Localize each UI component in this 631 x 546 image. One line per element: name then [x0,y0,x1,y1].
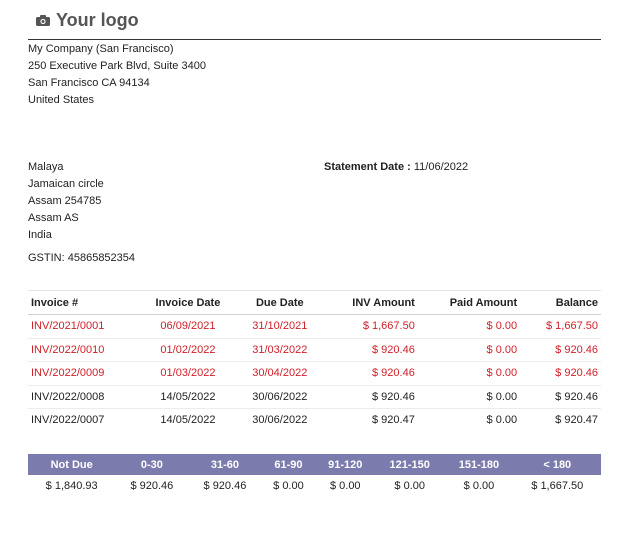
camera-icon [36,15,50,26]
cell-due-date: 30/04/2022 [237,361,323,386]
partner-street: Jamaican circle [28,178,104,190]
cell-invoice-date: 14/05/2022 [138,385,238,409]
aging-bucket-header: Not Due [28,454,116,475]
cell-balance: $ 1,667.50 [520,314,601,339]
cell-invoice-number: INV/2022/0008 [28,385,139,409]
cell-paid-amount: $ 0.00 [417,338,521,362]
partner-gstin: GSTIN: 45865852354 [28,252,136,264]
cell-inv-amount: $ 920.46 [322,338,418,362]
aging-bucket-header: 121-150 [375,454,445,475]
cell-inv-amount: $ 920.46 [322,361,418,386]
partner-city: Assam 254785 [28,195,102,207]
aging-bucket-value: $ 0.00 [463,480,495,492]
col-invoice-date: Invoice Date [138,290,238,315]
col-paid-amount: Paid Amount [417,290,521,315]
cell-balance: $ 920.46 [520,361,601,386]
aging-table: Not Due 0-30 31-60 61-90 91-120 121-150 151-18… [28,454,601,497]
cell-invoice-date: 14/05/2022 [160,414,216,427]
company-name: My Company (San Francisco) [28,43,174,55]
aging-header-row: Not Due 0-30 31-60 61-90 91-120 121-150 151-18… [28,454,601,475]
company-address: My Company (San Francisco) 250 Executive… [28,41,206,109]
company-country: United States [28,94,95,106]
cell-due-date: 31/03/2022 [237,338,323,362]
table-row: INV/2022/0008 14/05/2022 30/06/2022 $ 920.4… [28,385,601,409]
cell-balance: $ 920.46 [520,338,601,362]
aging-bucket-value: $ 0.00 [329,480,361,492]
cell-invoice-number: INV/2022/0010 [28,338,139,362]
cell-paid-amount: $ 0.00 [486,414,518,427]
invoice-table-header: Invoice # Invoice Date Due Date INV Amou… [28,290,601,315]
aging-bucket-value: $ 0.00 [273,480,304,492]
company-logo: Your logo [36,10,139,31]
col-invoice-number: Invoice # [28,290,139,315]
cell-due-date: 30/06/2022 [252,414,308,427]
aging-bucket-value: $ 920.46 [130,480,174,492]
company-city: San Francisco CA 94134 [28,77,150,89]
aging-bucket-header: 91-120 [315,454,376,475]
cell-balance: $ 920.47 [555,414,598,427]
statement-date: Statement Date : 11/06/2022 [324,159,468,176]
aging-bucket-header: 31-60 [188,454,262,475]
table-row: INV/2021/0001 06/09/2021 31/10/2021 $ 1,667… [28,314,601,339]
statement-date-label: Statement Date : [324,161,411,173]
aging-bucket-value: $ 1,840.93 [45,480,98,492]
table-row: INV/2022/0007 14/05/2022 30/06/2022 $ 920.4… [28,409,601,432]
cell-inv-amount: $ 920.46 [322,385,418,409]
col-balance: Balance [520,290,601,315]
cell-invoice-number: INV/2022/0007 [31,414,105,427]
cell-due-date: 30/06/2022 [237,385,323,409]
aging-bucket-value: $ 920.46 [203,480,247,492]
cell-inv-amount: $ 1,667.50 [322,314,418,339]
cell-paid-amount: $ 0.00 [417,361,521,386]
statement-date-value: 11/06/2022 [413,161,469,173]
partner-name: Malaya [28,161,64,173]
invoice-table: Invoice # Invoice Date Due Date INV Amou… [28,290,601,432]
aging-values-row: $ 1,840.93 $ 920.46 $ 920.46 $ 0.00 $ 0.00 $ … [28,475,601,497]
cell-inv-amount: $ 920.47 [372,414,415,427]
aging-bucket-value: $ 0.00 [394,480,426,492]
cell-paid-amount: $ 0.00 [417,385,521,409]
col-inv-amount: INV Amount [322,290,418,315]
cell-invoice-date: 01/03/2022 [138,361,238,386]
cell-invoice-date: 01/02/2022 [138,338,238,362]
partner-address: Malaya Jamaican circle Assam 254785 Assa… [28,159,104,244]
logo-text: Your logo [56,10,139,30]
col-due-date: Due Date [237,290,323,315]
table-row: INV/2022/0010 01/02/2022 31/03/2022 $ 920.4… [28,338,601,362]
aging-bucket-value: $ 1,667.50 [531,480,584,492]
cell-balance: $ 920.46 [520,385,601,409]
cell-invoice-number: INV/2021/0001 [28,314,139,339]
partner-state: Assam AS [28,212,79,224]
table-row: INV/2022/0009 01/03/2022 30/04/2022 $ 920.4… [28,361,601,386]
cell-due-date: 31/10/2021 [237,314,323,339]
partner-country: India [28,229,52,241]
aging-bucket-header: 0-30 [115,454,189,475]
aging-bucket-header: 61-90 [261,454,316,475]
company-street: 250 Executive Park Blvd, Suite 3400 [28,60,206,72]
header-divider [28,39,601,40]
aging-bucket-header: < 180 [513,454,601,475]
cell-invoice-number: INV/2022/0009 [28,361,139,386]
cell-invoice-date: 06/09/2021 [138,314,238,339]
cell-paid-amount: $ 0.00 [417,314,521,339]
aging-bucket-header: 151-180 [444,454,514,475]
